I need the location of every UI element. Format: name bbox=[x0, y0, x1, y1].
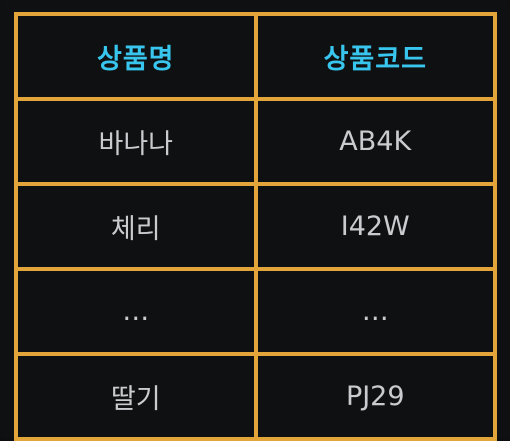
table-row: 체리 I42W bbox=[14, 182, 497, 271]
header-product-name: 상품명 bbox=[14, 12, 258, 101]
table-row: 바나나 AB4K bbox=[14, 97, 497, 186]
cell-product-code: I42W bbox=[253, 182, 497, 271]
cell-product-name: 바나나 bbox=[14, 97, 258, 186]
cell-product-name: 체리 bbox=[14, 182, 258, 271]
product-code-table: 상품명 상품코드 바나나 AB4K 체리 I42W … … 딸기 PJ29 bbox=[14, 12, 497, 441]
cell-product-code: PJ29 bbox=[253, 352, 497, 441]
table-row: 딸기 PJ29 bbox=[14, 352, 497, 441]
table-header-row: 상품명 상품코드 bbox=[14, 12, 497, 101]
cell-ellipsis: … bbox=[14, 267, 258, 356]
table-row: … … bbox=[14, 267, 497, 356]
cell-product-name: 딸기 bbox=[14, 352, 258, 441]
cell-ellipsis: … bbox=[253, 267, 497, 356]
cell-product-code: AB4K bbox=[253, 97, 497, 186]
header-product-code: 상품코드 bbox=[253, 12, 497, 101]
